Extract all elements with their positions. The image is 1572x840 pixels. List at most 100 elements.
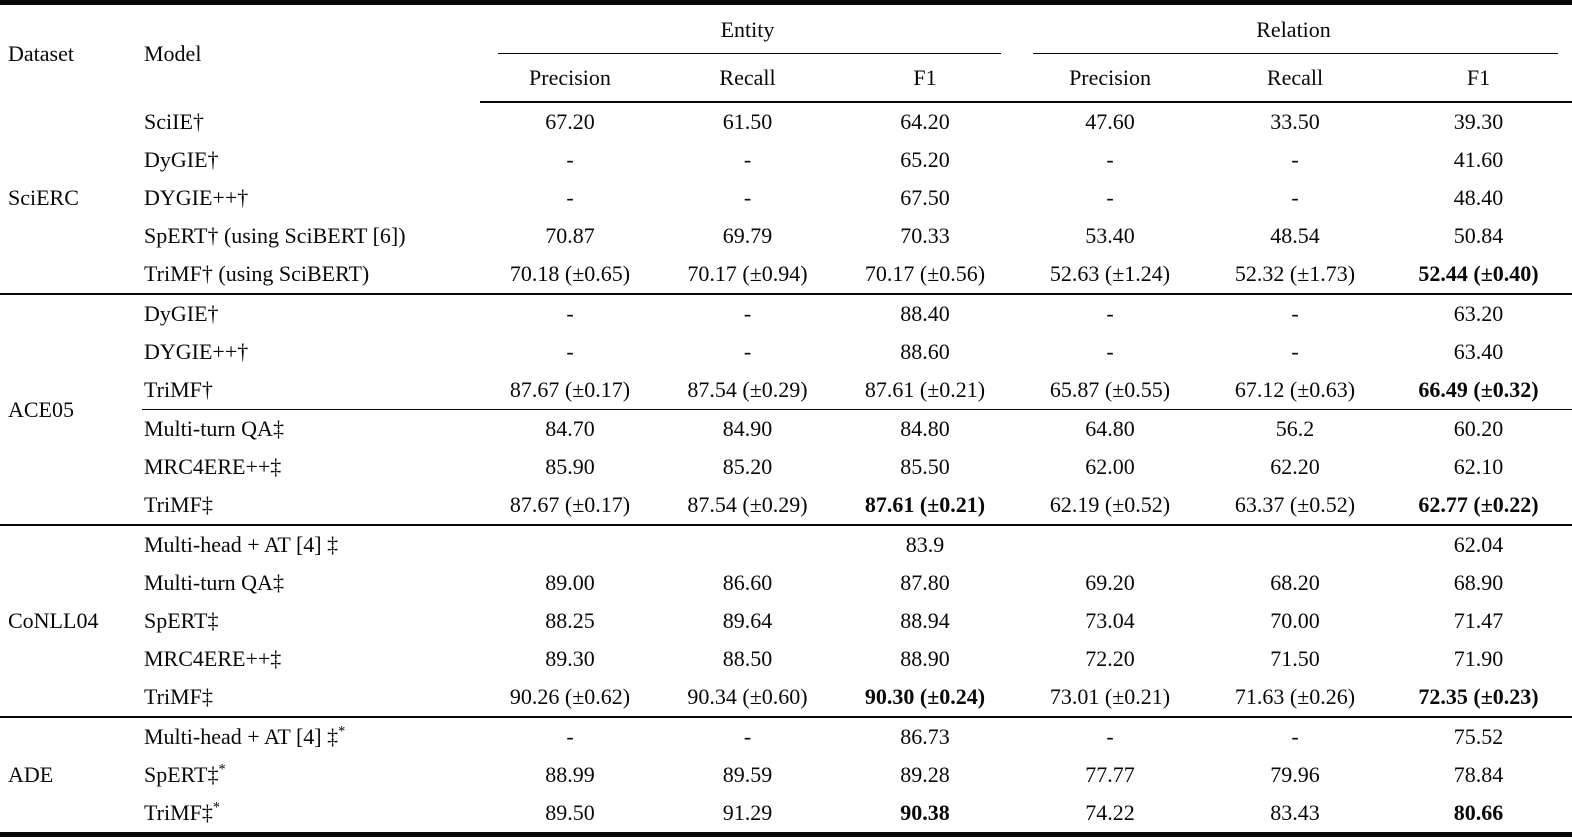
metric-value: - [1015, 716, 1206, 756]
model-label: MRC4ERE++‡ [144, 454, 282, 479]
table-row: TriMF† (using SciBERT) 70.18 (±0.65) 70.17… [0, 255, 1572, 294]
metric-value: 33.50 [1270, 109, 1320, 134]
metric-value: 78.84 [1453, 762, 1504, 787]
model-sup-marker: * [212, 799, 221, 816]
metric-value: 88.99 [545, 762, 595, 787]
metric-value: - [1205, 716, 1386, 756]
metric-value: 73.01 (±0.21) [1049, 684, 1171, 709]
metric-value: 73.04 [1085, 608, 1135, 633]
metric-value: - [566, 147, 574, 172]
metric-value: - [566, 339, 574, 364]
metric-value: 89.64 [722, 608, 773, 633]
metric-value: - [480, 716, 660, 756]
metric-value: - [480, 293, 660, 333]
metric-value: 47.60 [1085, 109, 1135, 134]
group-header-row: Dataset Model Entity Relation [0, 3, 1572, 66]
table-row: TriMF‡* 89.50 91.29 90.38 74.22 83.43 80.66 [0, 794, 1572, 835]
metric-value: 70.33 [900, 223, 950, 248]
metric-value: 72.20 [1085, 646, 1135, 671]
metric-value: 85.50 [900, 454, 950, 479]
metric-value: 69.20 [1085, 570, 1135, 595]
table-header: Dataset Model Entity Relation Precision … [0, 3, 1572, 103]
metric-value: 88.94 [900, 608, 950, 633]
metric-value: 70.17 (±0.94) [687, 261, 808, 286]
metric-value: 71.50 [1270, 646, 1320, 671]
metric-value: 52.32 (±1.73) [1234, 261, 1356, 286]
metric-value: 89.30 [545, 646, 595, 671]
metric-value: - [566, 185, 574, 210]
model-label: MRC4ERE++‡ [144, 646, 282, 671]
metric-value: 52.63 (±1.24) [1049, 261, 1171, 286]
metric-value: 84.80 [835, 409, 1016, 448]
metric-value: 65.20 [900, 147, 950, 172]
entity-group-header: Entity [480, 3, 1015, 55]
metric-value: 64.80 [1015, 409, 1206, 448]
table-row: ACE05 DyGIE† - -88.40- -63.20 [0, 293, 1572, 525]
metric-value: 87.80 [900, 570, 950, 595]
table-row: TriMF† 87.67 (±0.17) 87.54 (±0.29) 87.61 (±… [0, 371, 1572, 410]
model-label: SpERT‡ [144, 608, 219, 633]
model-column-header: Model [144, 40, 202, 66]
metric-value: 39.30 [1453, 109, 1504, 134]
table-row: Multi-turn QA‡ 84.70 84.90 84.80 64.80 56.2 60… [0, 409, 1572, 448]
metric-value: 60.20 [1385, 409, 1572, 448]
metric-value: - [1291, 147, 1299, 172]
metric-value: 56.2 [1205, 409, 1386, 448]
metric-value: 62.10 [1453, 454, 1504, 479]
table-row: MRC4ERE++‡ 89.30 88.50 88.90 72.20 71.50 71.90 [0, 640, 1572, 678]
metric-value: 88.60 [900, 339, 950, 364]
metric-value: 86.73 [835, 716, 1016, 756]
table-row: DyGIE† - - 65.20 - - 41.60 [0, 141, 1572, 179]
metric-value: 89.59 [722, 762, 773, 787]
metric-value: 87.61 (±0.21) [864, 492, 986, 517]
metric-value [1015, 524, 1206, 564]
metric-value: 90.30 (±0.24) [864, 684, 986, 709]
relation-precision-header: Precision [1015, 54, 1206, 103]
model-label: TriMF† (using SciBERT) [144, 261, 370, 286]
metric-value: 85.90 [545, 454, 595, 479]
metric-value: - [660, 293, 835, 333]
table-row: SpERT† (using SciBERT [6]) 70.87 69.79 70.3… [0, 217, 1572, 255]
model-label: TriMF‡* [144, 799, 221, 825]
metric-value: 79.96 [1270, 762, 1320, 787]
model-label: DYGIE++† [144, 339, 249, 364]
table-body: SciERC SciIE† 67.20 61.50 64.20 47.60 33.50 39.… [0, 102, 1572, 835]
entity-precision-header: Precision [480, 54, 660, 103]
metric-value: 62.04 [1385, 524, 1572, 564]
model-label: TriMF† [144, 377, 213, 402]
entity-recall-header: Recall [660, 54, 835, 103]
metric-value: 53.40 [1085, 223, 1135, 248]
metric-value: 50.84 [1453, 223, 1504, 248]
metric-value: 52.44 (±0.40) [1418, 261, 1539, 286]
metric-value: 70.18 (±0.65) [509, 261, 631, 286]
metric-value: - [660, 716, 835, 756]
metric-value: 88.40 [835, 293, 1016, 333]
dataset-label: CoNLL04 [0, 524, 142, 717]
metric-value: 69.79 [722, 223, 773, 248]
model-label: Multi-turn QA‡ [144, 570, 284, 595]
metric-value: 67.12 (±0.63) [1234, 377, 1356, 402]
metric-value: 72.35 (±0.23) [1418, 684, 1539, 709]
metric-value: 87.54 (±0.29) [687, 377, 808, 402]
table-row: MRC4ERE++‡ 85.90 85.20 85.50 62.00 62.20 62.10 [0, 448, 1572, 486]
metric-value: 74.22 [1085, 800, 1135, 825]
metric-value [660, 524, 835, 564]
metric-value: 48.54 [1270, 223, 1320, 248]
relation-group-header: Relation [1015, 3, 1572, 55]
model-label: Multi-head + AT [4] ‡ [142, 524, 480, 564]
metric-value: 67.20 [545, 109, 595, 134]
metric-value: - [1106, 185, 1114, 210]
model-label: TriMF‡ [144, 684, 213, 709]
metric-value: 87.67 (±0.17) [509, 377, 631, 402]
metric-value: 62.19 (±0.52) [1049, 492, 1171, 517]
table-row: CoNLL04 Multi-head + AT [4] ‡ 83.9 62.04 [0, 524, 1572, 717]
model-label: SpERT† (using SciBERT [6]) [144, 223, 406, 248]
metric-value: 84.90 [660, 409, 835, 448]
metric-value: 88.25 [545, 608, 595, 633]
model-label: SciIE† [144, 108, 204, 134]
metric-value: 48.40 [1453, 185, 1504, 210]
metric-value: 68.20 [1270, 570, 1320, 595]
metric-value: - [743, 339, 752, 364]
table-row: SpERT‡ 88.25 89.64 88.94 73.04 70.00 71.47 [0, 602, 1572, 640]
model-label: DyGIE† [142, 293, 480, 333]
